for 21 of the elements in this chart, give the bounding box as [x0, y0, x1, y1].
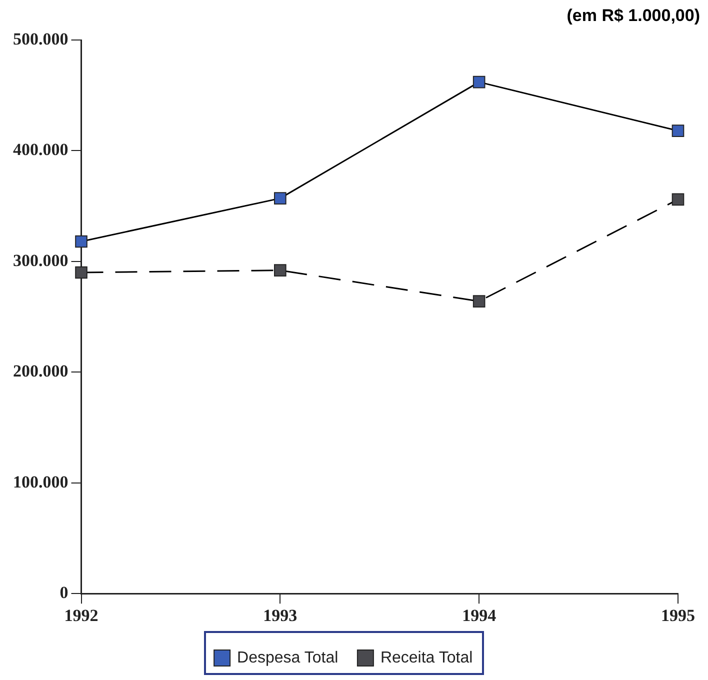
y-tick-label: 500.000	[13, 29, 68, 48]
y-tick-label: 100.000	[13, 472, 68, 492]
point	[75, 235, 88, 248]
y-tick-label: 400.000	[13, 140, 68, 160]
legend-label: Receita Total	[380, 649, 473, 666]
point	[274, 192, 286, 204]
point	[75, 266, 88, 279]
point	[472, 295, 486, 308]
x-tick-label: 1993	[263, 606, 298, 626]
x-tick-label: 1992	[64, 606, 98, 626]
y-tick-label: 300.000	[13, 250, 68, 270]
legend-label: Despesa Total	[237, 649, 338, 666]
point	[274, 264, 286, 276]
x-tick-label: 1995	[661, 606, 695, 626]
point	[672, 124, 684, 137]
x-tick-label: 1994	[462, 606, 497, 626]
text: (em R$ 1.000,00)	[566, 6, 700, 26]
y-tick-label: 200.000	[13, 362, 68, 381]
point	[472, 76, 486, 88]
y-tick-label: 0	[60, 582, 68, 602]
point	[672, 193, 684, 206]
